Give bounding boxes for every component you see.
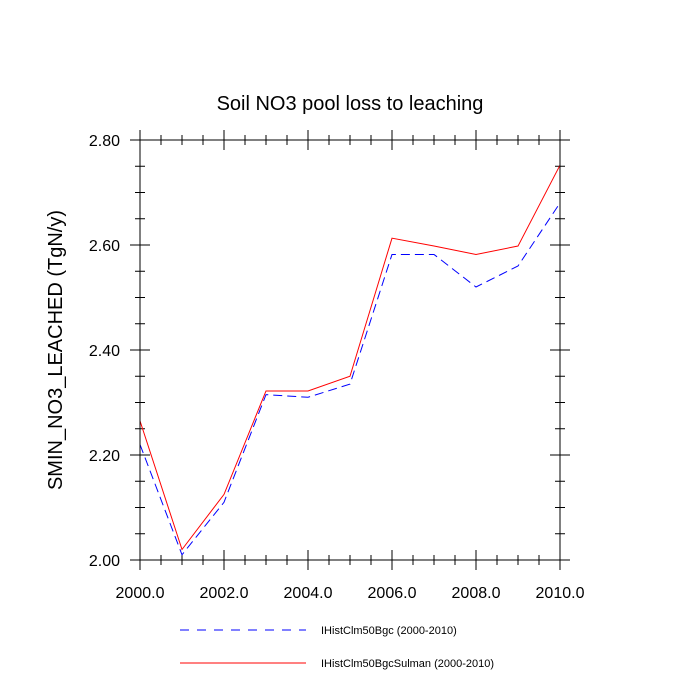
series-line-1 [139,202,561,556]
y-tick-label: 2.60 [89,238,120,255]
y-axis-label: SMIN_NO3_LEACHED (TgN/y) [45,210,67,490]
x-tick-label: 2008.0 [452,585,501,602]
x-tick-label: 2002.0 [200,585,249,602]
legend: IHistClm50Bgc (2000-2010) IHistClm50BgcSu… [180,625,494,670]
legend-label-1: IHistClm50Bgc (2000-2010) [321,625,457,637]
y-tick-label: 2.40 [89,343,120,360]
y-tick-label: 2.80 [89,133,120,150]
x-tick-label: 2010.0 [536,585,585,602]
chart-title: Soil NO3 pool loss to leaching [217,93,484,115]
series-line-2 [139,164,561,551]
ticks-layer: 2000.0 2002.0 2004.0 2006.0 2008.0 2010.0 2.00… [89,130,585,602]
y-tick-label: 2.20 [89,448,120,465]
y-axis-label-group: SMIN_NO3_LEACHED (TgN/y) [45,210,67,490]
lines-layer [139,164,561,556]
x-tick-label: 2004.0 [284,585,333,602]
plot-frame [139,139,561,561]
y-tick-label: 2.00 [89,553,120,570]
x-tick-label: 2000.0 [116,585,165,602]
legend-label-2: IHistClm50BgcSulman (2000-2010) [321,658,494,670]
x-tick-label: 2006.0 [368,585,417,602]
